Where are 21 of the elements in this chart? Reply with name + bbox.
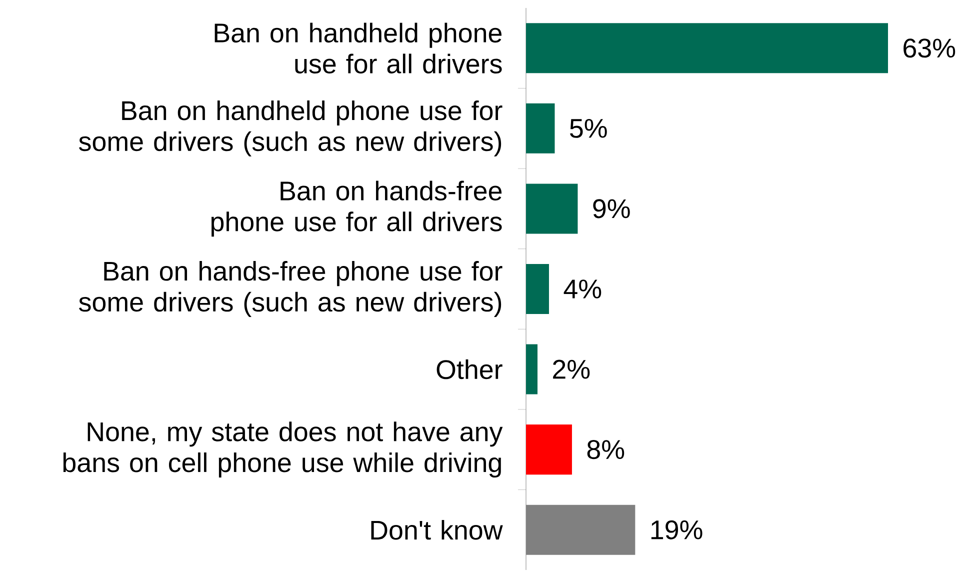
y-tick-label: Don't know [371,520,503,540]
y-tick-label: Ban on handheld phone use for all drivers [214,22,502,74]
data-label: 4% [564,280,602,298]
data-label: 5% [570,118,607,138]
bar [526,23,888,74]
data-label: 9% [593,199,630,218]
data-label: 8% [587,440,624,460]
bar [526,264,549,314]
y-tick-label: Ban on hands-free phone use for some drivers (such as new drivers) [79,261,502,317]
y-tick-label: Ban on hands-free phone use for all drivers [211,180,502,237]
bar [526,103,555,154]
y-tick-label: Ban on handheld phone use for some drivers (such as new drivers) [79,100,502,156]
data-label: 63% [904,38,956,58]
data-label: 2% [553,360,590,379]
bar [526,504,636,555]
y-tick-label: None, my state does not have any bans on cell phone use while driving [63,422,503,478]
y-tick-label: Other [436,359,502,380]
bar [526,344,538,394]
bar [526,184,578,234]
data-label: 19% [651,520,702,540]
bar [526,424,572,475]
